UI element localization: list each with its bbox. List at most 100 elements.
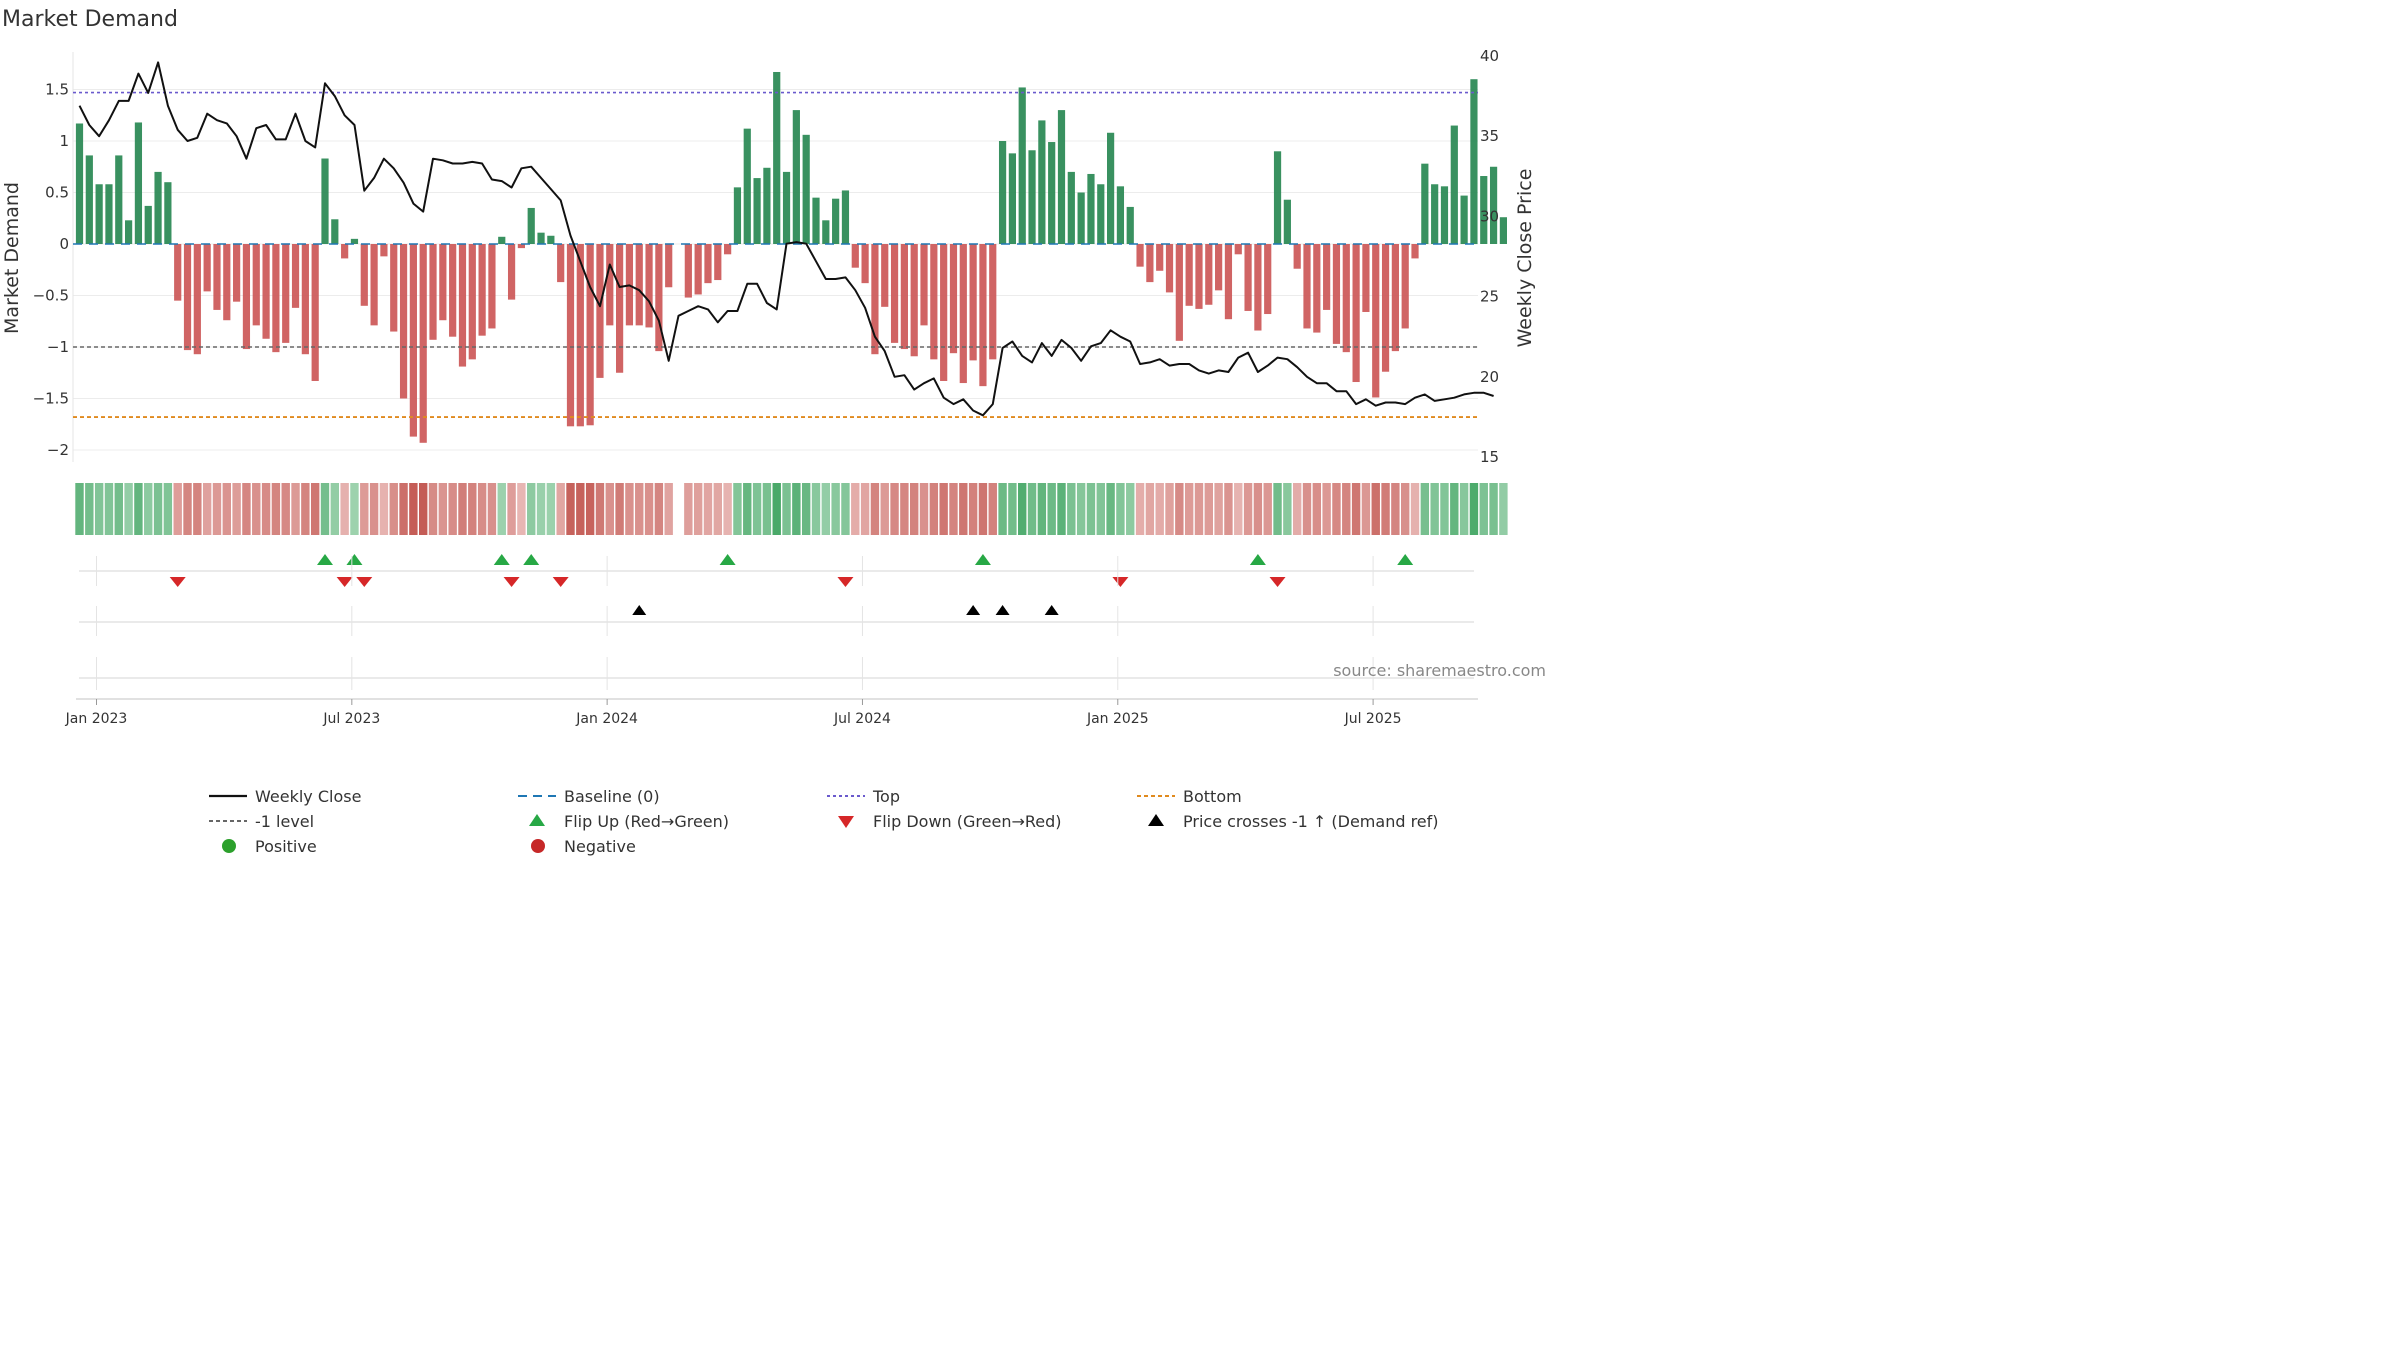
strip-cell (1381, 483, 1390, 535)
strip-cell (291, 483, 300, 535)
flip-down-marker (503, 577, 520, 587)
positive-bar (1057, 110, 1066, 244)
strip-cell (1499, 483, 1508, 535)
strip-cell (733, 483, 742, 535)
positive-bar (792, 110, 800, 244)
strip-cell (1283, 483, 1292, 535)
negative-bar (507, 244, 516, 300)
negative-bar (724, 244, 732, 255)
strip-cell (144, 483, 153, 535)
positive-bar (1470, 79, 1478, 244)
negative-bar (1136, 244, 1144, 267)
strip-cell (831, 483, 840, 535)
strip-cell (664, 483, 673, 535)
strip-cell (576, 483, 585, 535)
price-cross-markers (632, 605, 1059, 615)
strip-cell (1184, 483, 1194, 535)
negative-bar (1313, 244, 1321, 333)
negative-bar (174, 244, 182, 301)
negative-bar (1234, 244, 1242, 255)
negative-bar (969, 244, 977, 361)
strip-cell (261, 483, 271, 535)
positive-bar (753, 178, 761, 244)
strip-cell (556, 483, 565, 535)
negative-bar (557, 244, 565, 283)
strip-cell (301, 483, 310, 535)
strip-cell (988, 483, 997, 535)
strip-cell (212, 483, 222, 535)
negative-bar (223, 244, 231, 321)
strip-cell (546, 483, 556, 535)
x-tick-label: Jan 2023 (65, 711, 128, 727)
strip-cell (851, 483, 860, 535)
strip-cell (1057, 483, 1066, 535)
strip-cell (1489, 483, 1498, 535)
x-tick-label: Jul 2024 (833, 711, 891, 727)
strip-cell (124, 483, 133, 535)
flip-up-marker (719, 554, 736, 565)
flip-up-marker (974, 554, 991, 565)
strip-cell (1253, 483, 1263, 535)
strip-cell (399, 483, 408, 535)
strip-cell (271, 483, 281, 535)
strip-cell (1459, 483, 1469, 535)
positive-bar (1431, 184, 1439, 244)
positive-bar (547, 235, 555, 244)
strip-cell (1263, 483, 1272, 535)
strip-cell (232, 483, 241, 535)
strip-cell (369, 483, 379, 535)
flip-down-marker (356, 577, 373, 587)
positive-bar (164, 182, 172, 244)
positive-bar (733, 187, 742, 244)
strip-cell (585, 483, 595, 535)
strip-cell (1430, 483, 1439, 535)
negative-bar (949, 244, 958, 354)
positive-bar (1018, 87, 1026, 244)
right-tick-label: 35 (1480, 127, 1499, 145)
strip-cell (153, 483, 163, 535)
strip-cell (1067, 483, 1076, 535)
strip-cell (713, 483, 722, 535)
negative-bar (213, 244, 221, 310)
strip-cell (1165, 483, 1174, 535)
strip-cell (468, 483, 477, 535)
demand-bars (75, 71, 1507, 443)
strip-cell (1401, 483, 1410, 535)
strip-cell (949, 483, 958, 535)
legend: Weekly Close Baseline (0) Top Bottom -1 leve… (209, 787, 1439, 856)
strip-cell (1420, 483, 1430, 535)
negative-bar (959, 244, 967, 384)
x-tick-label: Jul 2023 (322, 711, 380, 727)
legend-swatch-negative (531, 839, 545, 853)
strip-cell (752, 483, 762, 535)
negative-bar (1146, 244, 1154, 283)
right-tick-label: 15 (1480, 448, 1499, 466)
left-tick-label: 1 (59, 132, 69, 150)
negative-bar (488, 244, 496, 329)
legend-item: Price crosses -1 ↑ (Demand ref) (1183, 812, 1439, 831)
strip-cell (762, 483, 772, 535)
strip-cell (1224, 483, 1233, 535)
strip-cell (1469, 483, 1479, 535)
strip-cell (1302, 483, 1312, 535)
strip-cell (782, 483, 791, 535)
negative-bar (910, 244, 918, 357)
strip-cell (890, 483, 899, 535)
legend-item: Positive (255, 837, 317, 856)
strip-cell (1126, 483, 1135, 535)
x-tick-label: Jan 2024 (575, 711, 638, 727)
positive-bar (812, 197, 820, 244)
strip-cell (507, 483, 516, 535)
positive-bar (115, 155, 123, 244)
strip-cell (536, 483, 546, 535)
strip-cell (743, 483, 752, 535)
strip-cell (939, 483, 948, 535)
strip-cell (1175, 483, 1184, 535)
strip-cell (900, 483, 909, 535)
strip-cell (919, 483, 929, 535)
strip-cell (870, 483, 880, 535)
strip-cell (723, 483, 732, 535)
strip-cell (635, 483, 644, 535)
negative-bar (1293, 244, 1301, 269)
strip-cell (1243, 483, 1253, 535)
